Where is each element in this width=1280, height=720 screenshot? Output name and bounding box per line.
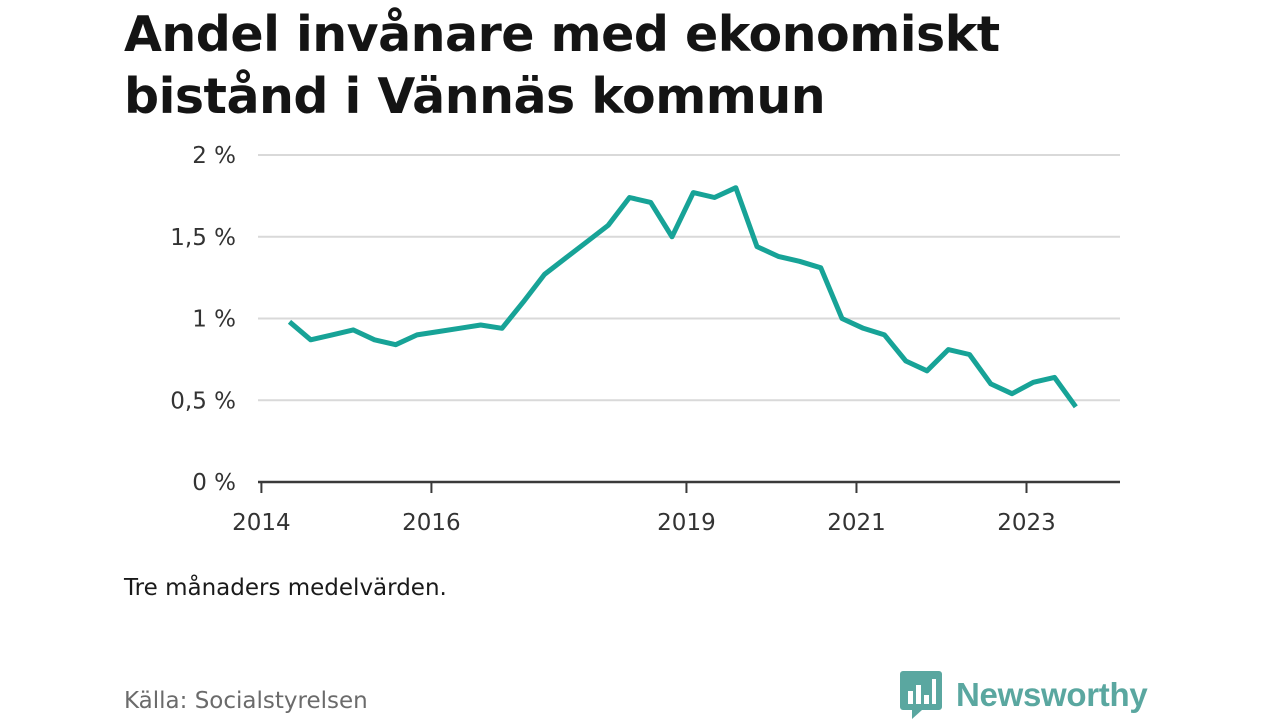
data-series	[287, 185, 1078, 409]
bar-chart-speech-bubble-icon	[900, 671, 942, 719]
x-axis	[258, 480, 1120, 493]
chart-title: Andel invånare med ekonomiskt bistånd i …	[124, 6, 1000, 125]
x-tick-label: 2019	[657, 510, 716, 536]
y-tick-label: 2 %	[192, 143, 236, 169]
y-tick-label: 1,5 %	[170, 225, 236, 251]
source-text: Källa: Socialstyrelsen	[124, 688, 368, 714]
chart-note: Tre månaders medelvärden.	[124, 575, 447, 601]
x-tick-label: 2016	[402, 510, 461, 536]
gridlines	[258, 154, 1120, 402]
brand-name: Newsworthy	[956, 676, 1148, 713]
x-tick-label: 2014	[232, 510, 291, 536]
x-tick-label: 2023	[997, 510, 1056, 536]
x-axis-labels: 2014 2016 2019 2021 2023	[232, 510, 1056, 536]
y-tick-label: 0 %	[192, 470, 236, 496]
x-tick-label: 2021	[827, 510, 886, 536]
y-axis-labels: 0 % 0,5 % 1 % 1,5 % 2 %	[170, 143, 236, 496]
y-tick-label: 1 %	[192, 307, 236, 333]
y-tick-label: 0,5 %	[170, 388, 236, 414]
brand-logo: Newsworthy	[900, 670, 1148, 720]
series-line	[287, 185, 1078, 409]
